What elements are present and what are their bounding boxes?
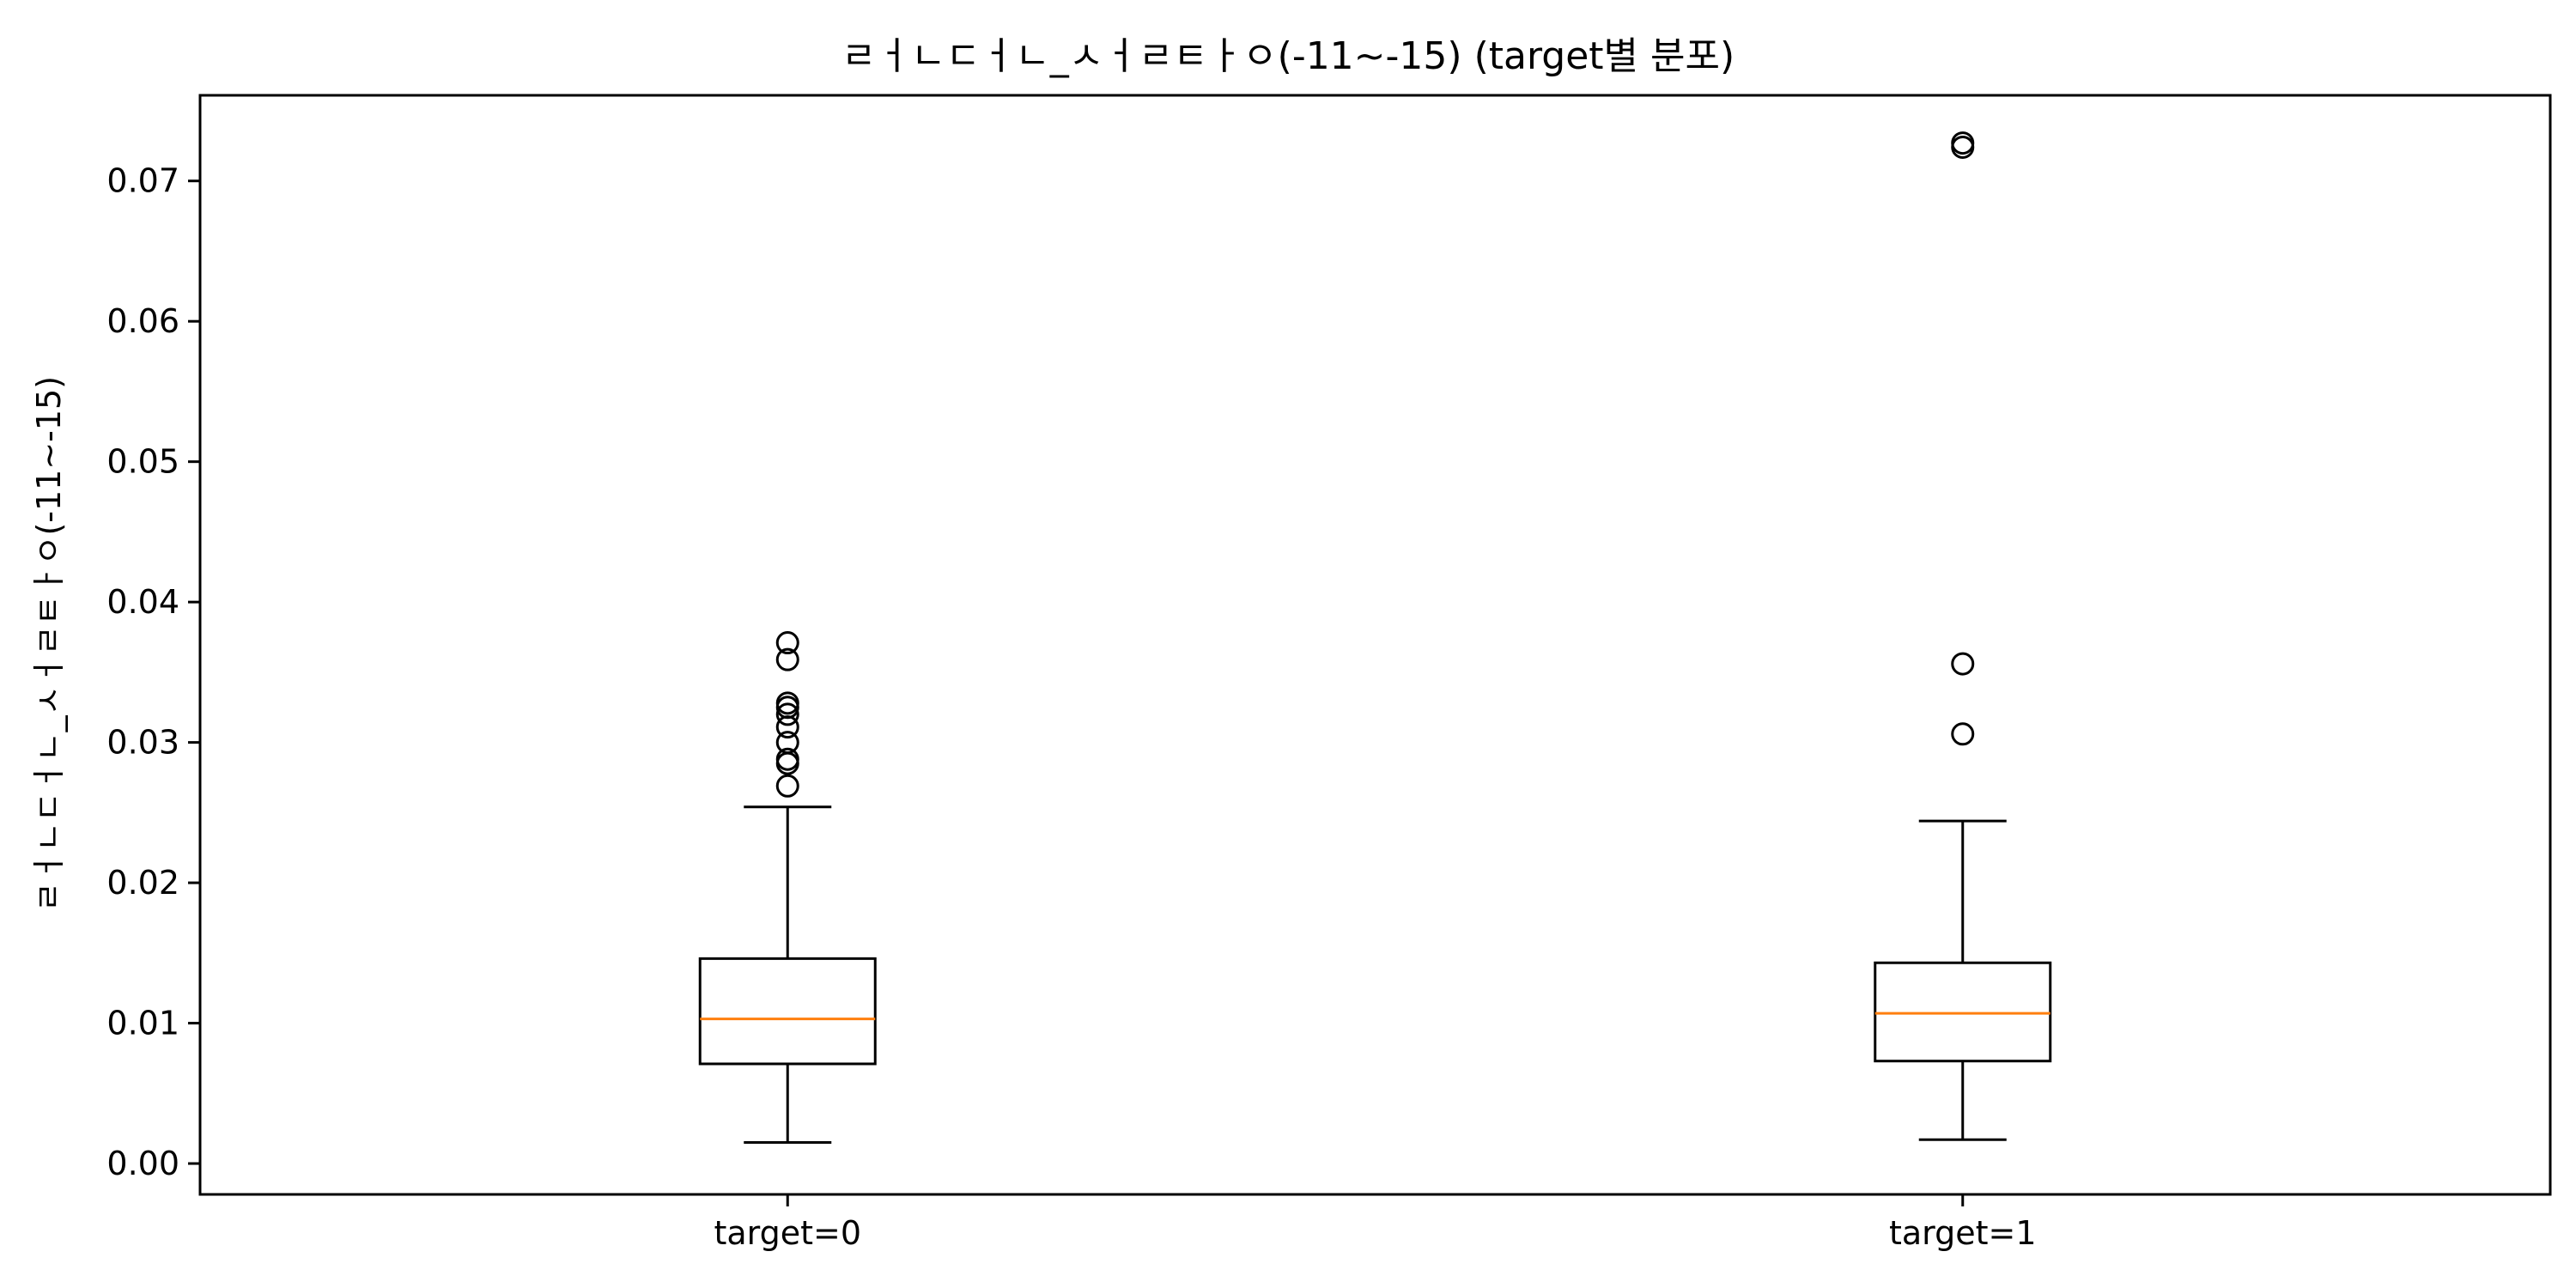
x-tick-label: target=0 [714, 1214, 861, 1252]
outlier-point [775, 691, 799, 715]
axes-frame [198, 94, 2552, 1196]
outlier-point [775, 731, 799, 755]
y-tick-label: 0.01 [106, 1005, 179, 1042]
y-tick-label: 0.06 [106, 302, 179, 340]
y-tick-label: 0.05 [106, 443, 179, 481]
y-axis-label: ㄹㅓㄴㄷㅓㄴ_ㅅㅓㄹㅌㅏㅇ(-11~-15) [30, 376, 68, 912]
y-tick-label: 0.03 [106, 724, 179, 762]
outlier-point [1951, 652, 1975, 676]
outlier-point [1951, 131, 1975, 155]
iqr-box [1874, 961, 2052, 1063]
outlier-point [775, 631, 799, 655]
y-tick-label: 0.00 [106, 1145, 179, 1182]
outlier-point [775, 747, 799, 771]
x-tick-label: target=1 [1889, 1214, 2037, 1252]
outlier-point [775, 702, 799, 726]
outlier-point [775, 774, 799, 798]
outlier-point [1951, 722, 1975, 746]
y-tick-label: 0.02 [106, 864, 179, 902]
y-tick-label: 0.04 [106, 583, 179, 621]
y-tick-label: 0.07 [106, 162, 179, 200]
outlier-point [775, 647, 799, 671]
chart-title: ㄹㅓㄴㄷㅓㄴ_ㅅㅓㄹㅌㅏㅇ(-11~-15) (target별 분포) [841, 34, 1735, 78]
plot-area: 0.00 0.01 0.02 0.03 0.04 0.05 0.06 0.07 target=0… [106, 131, 2052, 1252]
iqr-box [698, 957, 877, 1066]
